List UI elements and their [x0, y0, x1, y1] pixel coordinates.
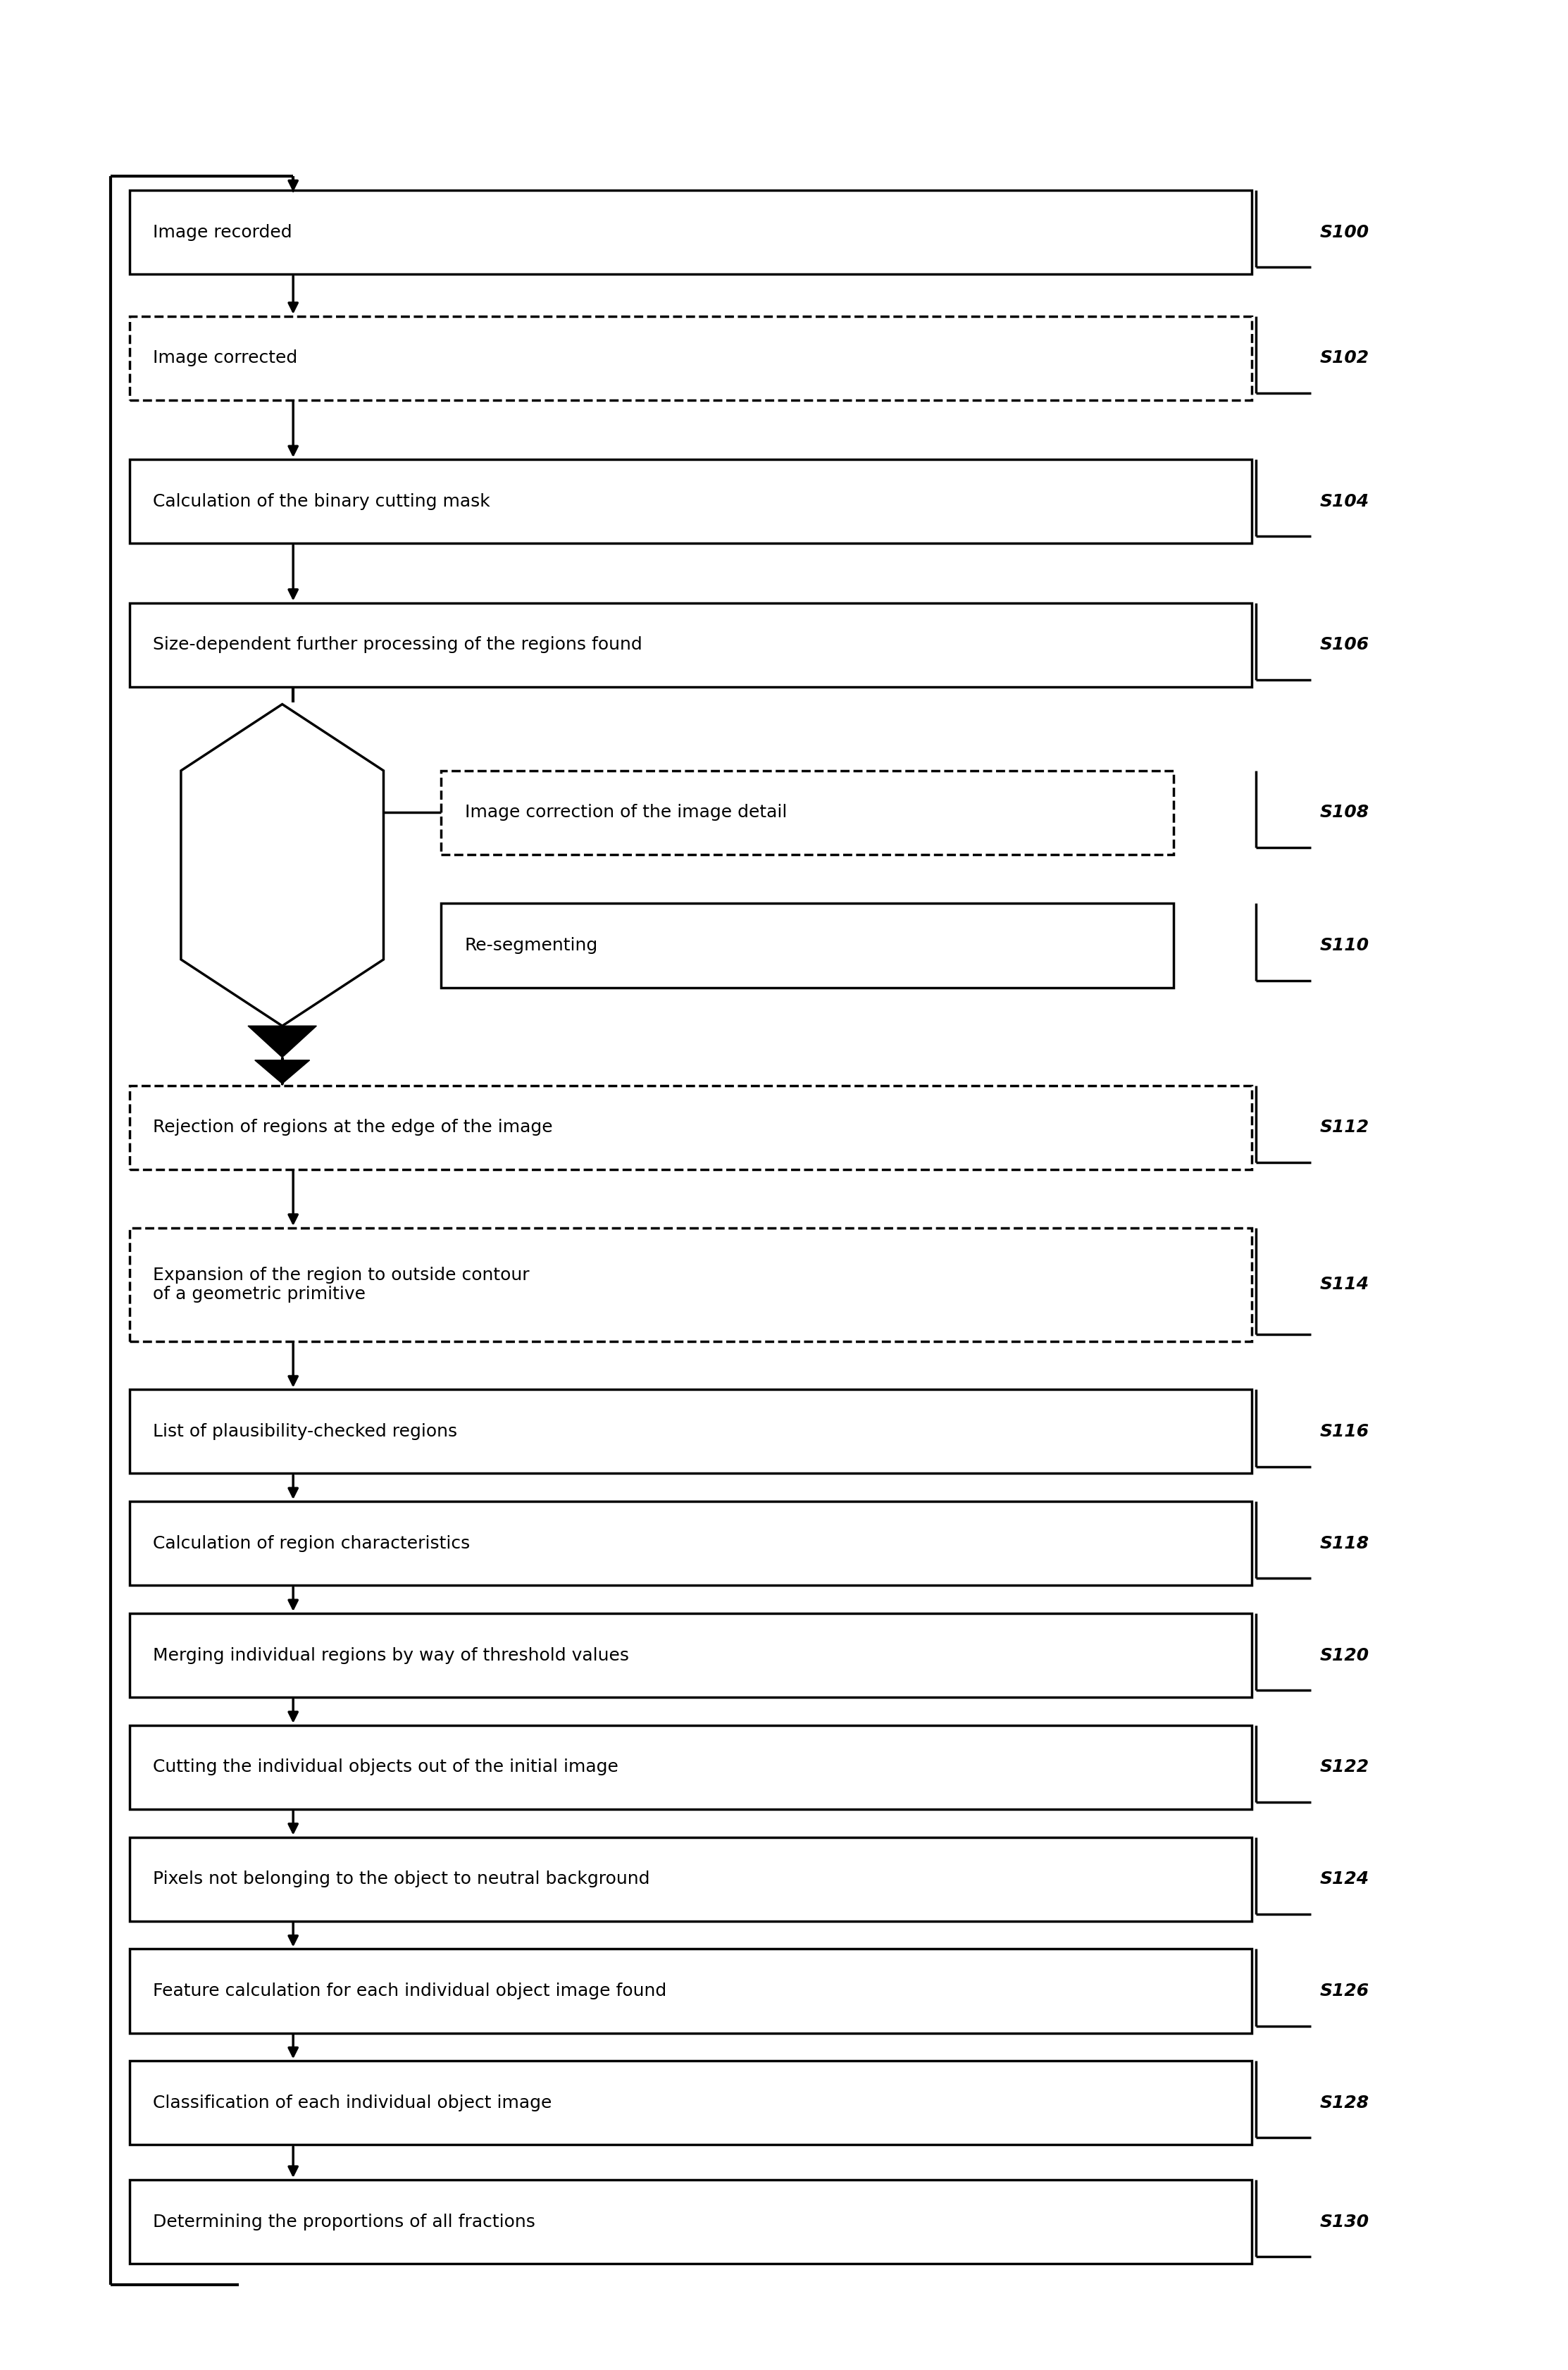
Text: S100: S100	[1320, 223, 1369, 242]
Text: S124: S124	[1320, 1870, 1369, 1887]
Text: S122: S122	[1320, 1759, 1369, 1775]
Text: S108: S108	[1320, 803, 1369, 820]
Text: Re-segmenting: Re-segmenting	[464, 936, 597, 955]
Text: S116: S116	[1320, 1422, 1369, 1441]
Polygon shape	[256, 1059, 309, 1083]
Text: S130: S130	[1320, 2214, 1369, 2230]
Text: S110: S110	[1320, 936, 1369, 955]
Text: S114: S114	[1320, 1275, 1369, 1294]
Text: S118: S118	[1320, 1536, 1369, 1552]
Text: Image correction of the image detail: Image correction of the image detail	[464, 803, 787, 820]
Text: Pixels not belonging to the object to neutral background: Pixels not belonging to the object to ne…	[154, 1870, 649, 1887]
Text: Classification of each individual object image: Classification of each individual object…	[154, 2095, 552, 2112]
Text: Feature calculation for each individual object image found: Feature calculation for each individual …	[154, 1984, 666, 2000]
Text: Size-dependent further processing of the regions found: Size-dependent further processing of the…	[154, 635, 643, 654]
Text: Rejection of regions at the edge of the image: Rejection of regions at the edge of the …	[154, 1119, 554, 1135]
Text: Merging individual regions by way of threshold values: Merging individual regions by way of thr…	[154, 1647, 629, 1664]
Text: Calculation of region characteristics: Calculation of region characteristics	[154, 1536, 470, 1552]
Polygon shape	[248, 1026, 317, 1057]
Text: S120: S120	[1320, 1647, 1369, 1664]
Text: Expansion of the region to outside contour
of a geometric primitive: Expansion of the region to outside conto…	[154, 1266, 530, 1304]
Text: S102: S102	[1320, 351, 1369, 367]
Text: List of plausibility-checked regions: List of plausibility-checked regions	[154, 1422, 458, 1441]
Text: Image recorded: Image recorded	[154, 223, 292, 242]
Text: S106: S106	[1320, 635, 1369, 654]
Text: Determining the proportions of all fractions: Determining the proportions of all fract…	[154, 2214, 535, 2230]
Text: Image corrected: Image corrected	[154, 351, 298, 367]
Text: S104: S104	[1320, 493, 1369, 510]
Text: Calculation of the binary cutting mask: Calculation of the binary cutting mask	[154, 493, 491, 510]
Text: Cutting the individual objects out of the initial image: Cutting the individual objects out of th…	[154, 1759, 618, 1775]
Text: S126: S126	[1320, 1984, 1369, 2000]
Text: S112: S112	[1320, 1119, 1369, 1135]
Text: S128: S128	[1320, 2095, 1369, 2112]
